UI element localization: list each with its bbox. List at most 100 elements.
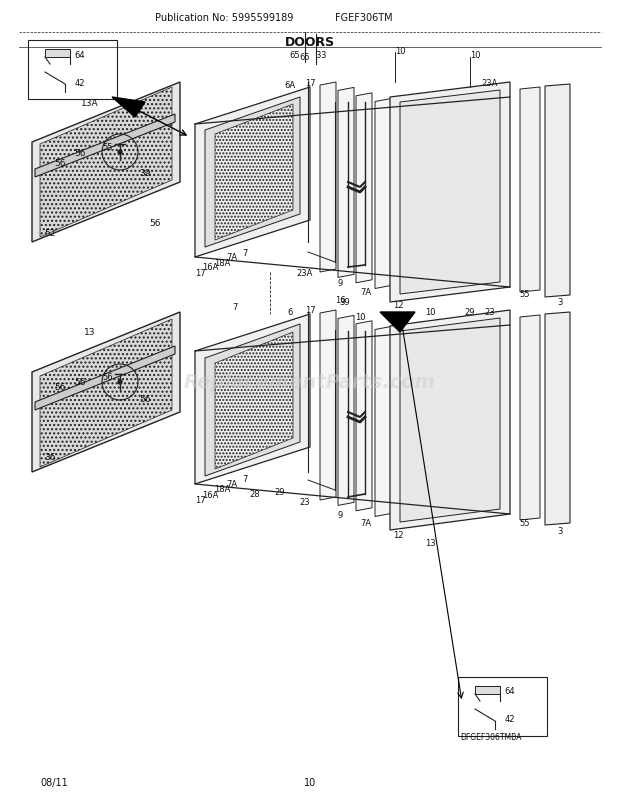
Text: DFGEF306TMBA: DFGEF306TMBA — [460, 732, 521, 742]
Text: 17: 17 — [304, 79, 316, 87]
Polygon shape — [520, 88, 540, 293]
Polygon shape — [545, 85, 570, 298]
Polygon shape — [375, 99, 391, 290]
Polygon shape — [45, 50, 70, 58]
Text: 29: 29 — [275, 488, 285, 497]
Text: 23A: 23A — [482, 79, 498, 87]
Polygon shape — [215, 105, 293, 241]
Text: 56: 56 — [55, 383, 66, 392]
Text: 56: 56 — [74, 378, 86, 387]
Text: 29: 29 — [465, 308, 476, 317]
Text: 17: 17 — [304, 306, 316, 315]
Text: 12: 12 — [392, 530, 403, 539]
Text: 18A: 18A — [214, 258, 230, 267]
Text: 7A: 7A — [226, 480, 237, 489]
Text: FGEF306TM: FGEF306TM — [335, 13, 392, 23]
Polygon shape — [380, 313, 415, 333]
Text: 17: 17 — [195, 496, 205, 505]
Text: 17: 17 — [195, 268, 205, 277]
Polygon shape — [475, 687, 500, 695]
Polygon shape — [35, 346, 175, 411]
Polygon shape — [35, 115, 175, 178]
Polygon shape — [320, 83, 336, 273]
Text: 65: 65 — [299, 54, 311, 63]
Text: Publication No: 5995599189: Publication No: 5995599189 — [155, 13, 293, 23]
Text: 39: 39 — [340, 298, 350, 307]
Polygon shape — [195, 314, 310, 484]
Polygon shape — [205, 325, 300, 476]
Text: 7: 7 — [242, 248, 247, 257]
Polygon shape — [338, 88, 354, 278]
Text: 16: 16 — [335, 296, 345, 305]
Text: 6: 6 — [287, 308, 293, 317]
Text: 08/11: 08/11 — [40, 777, 68, 787]
Text: 13A: 13A — [81, 99, 99, 107]
Text: 7: 7 — [242, 475, 247, 484]
Text: 3: 3 — [557, 526, 563, 535]
Polygon shape — [112, 98, 145, 118]
Text: 23A: 23A — [297, 268, 313, 277]
Text: 12: 12 — [392, 301, 403, 310]
Polygon shape — [390, 310, 510, 530]
Polygon shape — [320, 310, 336, 500]
Text: 23: 23 — [299, 498, 311, 507]
Text: 10: 10 — [395, 47, 405, 55]
Text: 10: 10 — [425, 308, 435, 317]
Text: 23: 23 — [485, 308, 495, 317]
FancyBboxPatch shape — [28, 41, 117, 100]
Text: 65: 65 — [290, 51, 300, 59]
Text: 28: 28 — [250, 490, 260, 499]
Text: DOORS: DOORS — [285, 36, 335, 50]
Text: 13: 13 — [84, 328, 95, 337]
Text: 16A: 16A — [202, 263, 218, 272]
Polygon shape — [545, 313, 570, 525]
Text: 56: 56 — [140, 395, 151, 404]
Text: 9: 9 — [337, 510, 343, 519]
Text: ReplacementParts.com: ReplacementParts.com — [184, 373, 436, 392]
Text: 64: 64 — [505, 687, 515, 695]
Polygon shape — [400, 91, 500, 294]
Text: 10: 10 — [355, 313, 365, 322]
Text: 39: 39 — [140, 168, 151, 177]
Polygon shape — [390, 83, 510, 302]
Circle shape — [118, 380, 122, 384]
Polygon shape — [375, 327, 391, 516]
Polygon shape — [338, 316, 354, 506]
Polygon shape — [520, 316, 540, 520]
FancyBboxPatch shape — [458, 677, 547, 736]
Text: 7A: 7A — [360, 518, 371, 527]
Text: 6A: 6A — [285, 80, 296, 89]
Text: 3: 3 — [316, 51, 321, 59]
Polygon shape — [40, 320, 172, 468]
Text: 3: 3 — [320, 51, 326, 59]
Polygon shape — [40, 88, 172, 237]
Polygon shape — [215, 333, 293, 469]
Polygon shape — [400, 318, 500, 522]
Text: 56: 56 — [74, 148, 86, 157]
Text: 56: 56 — [55, 158, 66, 168]
Text: 55: 55 — [103, 144, 113, 152]
Text: 10: 10 — [304, 777, 316, 787]
Text: 16A: 16A — [202, 491, 218, 500]
Polygon shape — [356, 94, 372, 283]
Text: 10: 10 — [470, 51, 480, 60]
Polygon shape — [356, 322, 372, 511]
Text: 42: 42 — [75, 79, 86, 87]
Polygon shape — [32, 83, 180, 243]
Text: 52: 52 — [44, 229, 56, 237]
Text: 42: 42 — [505, 715, 515, 723]
Text: 55: 55 — [520, 518, 530, 527]
Text: 7: 7 — [232, 303, 237, 312]
Polygon shape — [195, 88, 310, 257]
Text: 64: 64 — [74, 51, 86, 59]
Text: 13: 13 — [425, 538, 435, 547]
Text: 56: 56 — [103, 373, 113, 382]
Text: 9: 9 — [337, 278, 343, 287]
Text: 36: 36 — [44, 453, 56, 462]
Circle shape — [118, 151, 122, 155]
Polygon shape — [205, 98, 300, 248]
Polygon shape — [32, 313, 180, 472]
Text: 3: 3 — [557, 298, 563, 307]
Text: 56: 56 — [149, 218, 161, 227]
Text: 7A: 7A — [226, 253, 237, 262]
